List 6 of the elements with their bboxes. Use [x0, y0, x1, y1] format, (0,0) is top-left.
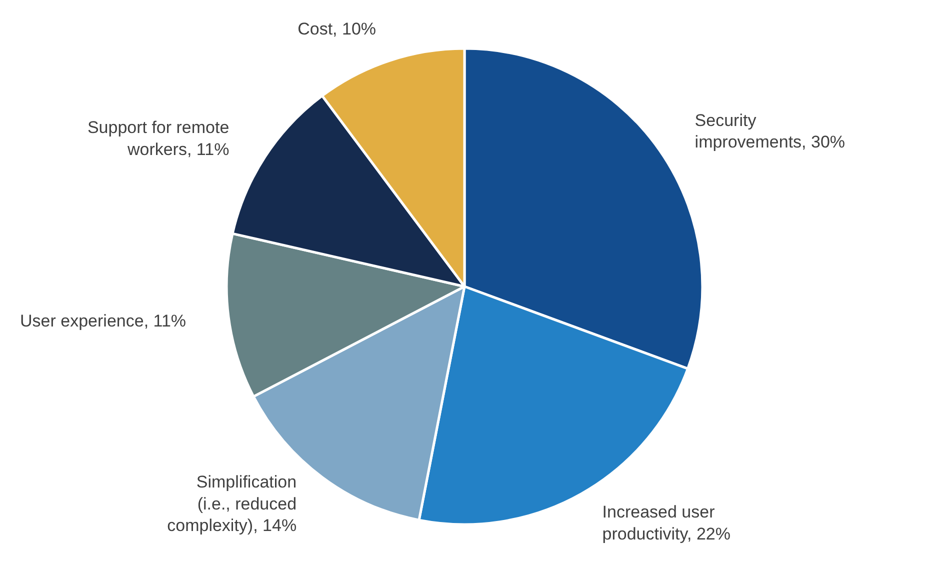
slice-label: Cost, 10%	[298, 20, 376, 39]
slice-label: Support for remote workers, 11%	[87, 118, 230, 159]
slice-label: User experience, 11%	[20, 312, 186, 331]
slice-label: Increased user productivity, 22%	[602, 502, 730, 544]
slice-label: Simplification (i.e., reduced complexity), 14%	[167, 472, 297, 536]
slice-label: Security improvements, 30%	[694, 110, 846, 152]
